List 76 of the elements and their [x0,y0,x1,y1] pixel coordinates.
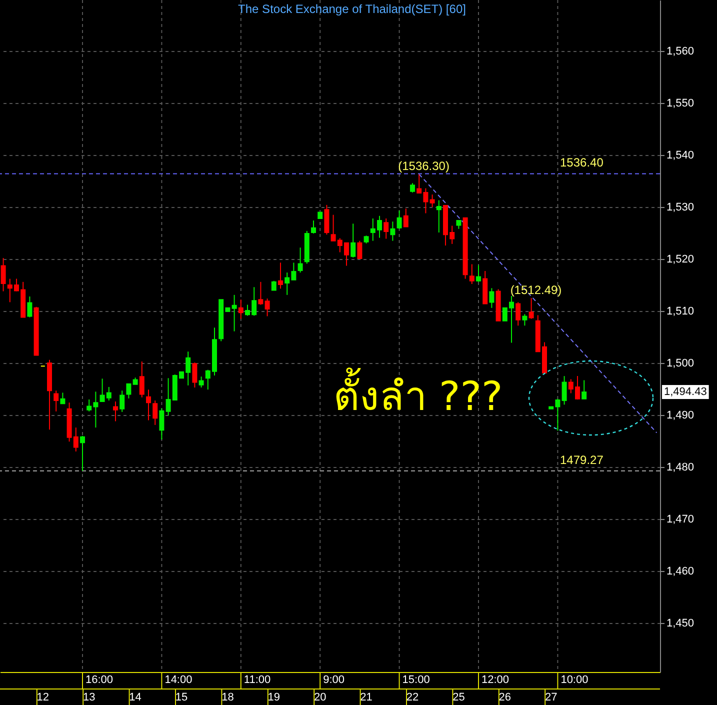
y-tick-label: 1,450 [666,618,694,630]
annotation: ตั้งลำ ??? [333,367,503,420]
candlestick [324,204,330,236]
candlestick [159,408,164,440]
candlestick [192,362,198,388]
candlestick [139,360,144,398]
y-tick-label: 1,550 [666,97,694,110]
candlestick [113,401,118,422]
candlestick [489,288,494,308]
candlestick [0,257,6,292]
text: 16:00 [86,674,114,686]
candlestick [54,390,59,412]
candlestick [120,390,125,412]
candlestick [198,376,204,388]
candlestick [146,389,151,421]
ref-line-label: 1479.27 [560,452,604,467]
candlestick [582,380,587,400]
y-tick-label: 1,470 [666,514,694,526]
candlestick [436,200,442,233]
candlestick [60,392,66,404]
candlestick [126,383,132,399]
x-tick-label: 27 [544,692,558,704]
candlestick [271,280,276,291]
chart-title: The Stock Exchange of Thailand(SET) [60] [238,2,466,16]
candlestick [238,299,244,320]
x-tick-label: 20 [314,692,326,704]
candlestick [80,435,85,472]
candlestick [27,296,32,318]
text: 12:00 [482,674,510,686]
candlestick [390,221,396,242]
y-tick-label: 1,490 [666,410,694,422]
x-tick-label: 22 [406,692,419,704]
text: 11:00 [244,674,271,686]
candlestick [384,218,389,240]
x-tick-label: 19 [268,692,280,704]
x-tick-label: 14 [129,692,142,704]
y-tick-label: 1,520 [666,254,694,266]
x-tick-label: 25 [452,692,465,704]
text: 9:00 [323,674,345,686]
y-tick-label: 1,560 [666,45,694,58]
annotation: (1536.30) [398,159,450,174]
x-tick-label: 13 [82,692,96,704]
candlestick [562,376,567,406]
candlestick [469,264,474,284]
candlestick [357,240,362,259]
annotation: (1512.49) [510,283,562,298]
candlestick [476,264,481,282]
candlestick [410,182,415,193]
y-tick-label: 1,460 [666,566,694,578]
candlestick [516,302,521,326]
candlestick [152,400,158,426]
candlestick [403,208,408,228]
candlestick [264,298,270,317]
y-tick-label: 1,530 [666,202,694,214]
y-tick-label: 1,510 [666,306,694,318]
candlestick [522,314,528,326]
candlestick [396,210,402,230]
x-tick-label: 15 [175,692,188,704]
y-tick-label: 1,500 [666,358,694,370]
candlestick [232,294,237,332]
text: 15:00 [402,674,430,686]
x-tick-label: 12 [36,692,50,704]
x-tick-label: 21 [360,692,372,704]
x-tick-label: 18 [222,692,234,704]
candlestick [430,194,435,208]
candlestick [528,298,534,320]
text: 10:00 [560,674,588,686]
candlestick [258,281,264,306]
y-tick-label: 1,540 [666,149,694,162]
ref-line-label: 1536.40 [560,156,604,170]
candlestick [311,220,316,234]
candlestick [278,262,283,290]
y-tick-label: 1,480 [666,462,694,474]
text: 14:00 [164,674,192,686]
candlestick [350,223,356,258]
candlestick [298,247,303,274]
